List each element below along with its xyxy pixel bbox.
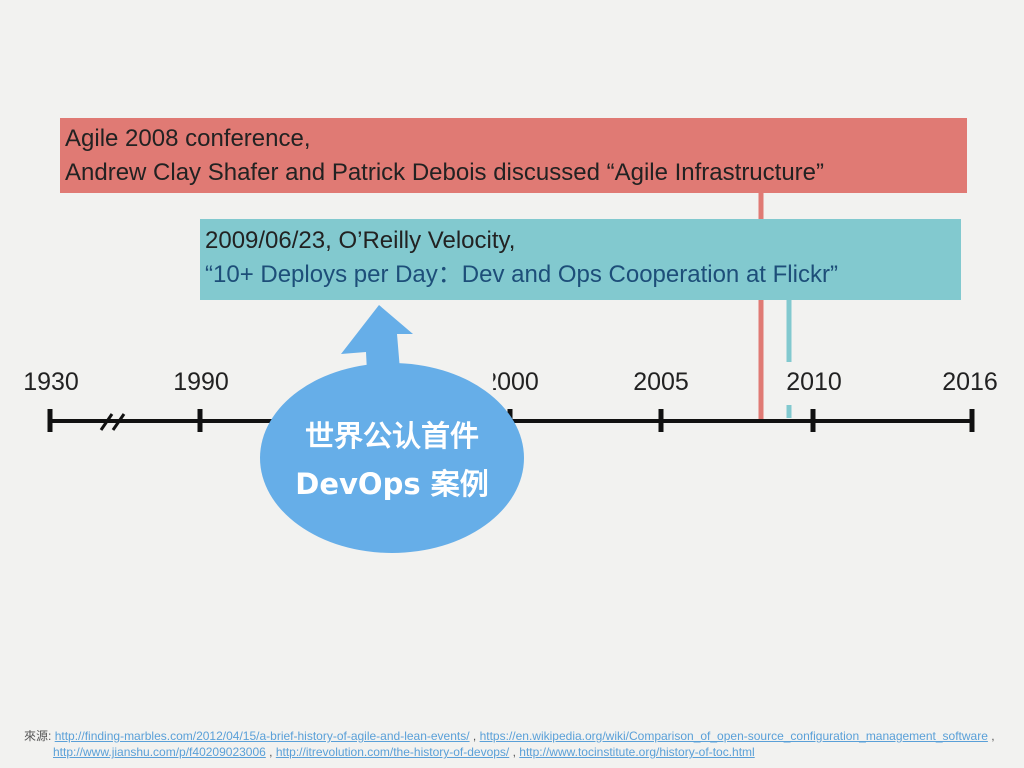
velocity-event-line1: 2009/06/23, O’Reilly Velocity, [205, 227, 516, 254]
source-link[interactable]: http://www.tocinstitute.org/history-of-t… [519, 745, 755, 759]
callout-text: 世界公认首件 DevOps 案例 [292, 412, 492, 508]
agile-event-line1: Agile 2008 conference, [65, 125, 311, 152]
year-label: 1990 [173, 368, 229, 396]
velocity-2009-event-box: 2009/06/23, O’Reilly Velocity, “10+ Depl… [200, 219, 961, 300]
source-link[interactable]: http://www.jianshu.com/p/f40209023006 [53, 745, 266, 759]
source-link[interactable]: https://en.wikipedia.org/wiki/Comparison… [479, 729, 988, 743]
year-label: 1930 [23, 368, 79, 396]
separator: , [987, 729, 995, 743]
callout-bubble [260, 305, 524, 553]
velocity-event-line2: “10+ Deploys per Day：Dev and Ops Coopera… [205, 261, 838, 288]
year-label: 2016 [942, 368, 998, 396]
callout-line1: 世界公认首件 [304, 419, 479, 453]
sources-footer: 來源: http://finding-marbles.com/2012/04/1… [24, 728, 1014, 760]
sources-label: 來源: [24, 729, 52, 743]
year-label: 2005 [633, 368, 689, 396]
separator: , [265, 745, 276, 759]
separator: , [469, 729, 480, 743]
year-label: 2010 [786, 368, 842, 396]
callout-line2: DevOps 案例 [295, 467, 489, 501]
source-link[interactable]: http://finding-marbles.com/2012/04/15/a-… [54, 729, 470, 743]
agile-2008-event-box: Agile 2008 conference, Andrew Clay Shafe… [60, 118, 967, 193]
axis-break-icon [99, 413, 126, 431]
agile-event-line2: Andrew Clay Shafer and Patrick Debois di… [65, 159, 824, 186]
source-link[interactable]: http://itrevolution.com/the-history-of-d… [275, 745, 510, 759]
year-label: 2000 [483, 368, 539, 396]
separator: , [509, 745, 520, 759]
